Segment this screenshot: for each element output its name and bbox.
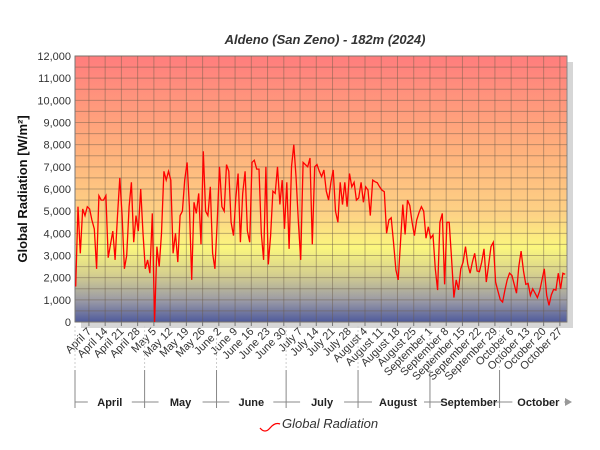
month-label: October: [517, 397, 560, 409]
month-label: May: [170, 397, 192, 409]
y-tick-label: 0: [65, 317, 71, 329]
y-tick-label: 10,000: [37, 95, 71, 107]
y-tick-label: 5,000: [43, 206, 71, 218]
chart-title: Aldeno (San Zeno) - 182m (2024): [224, 32, 426, 47]
y-tick-label: 1,000: [43, 295, 71, 307]
month-label: September: [440, 397, 498, 409]
month-label: April: [97, 397, 122, 409]
legend-label-global-radiation: Global Radiation: [282, 416, 378, 431]
y-tick-label: 8,000: [43, 140, 71, 152]
legend[interactable]: Global Radiation: [259, 416, 378, 432]
series-line-global-radiation: [75, 144, 566, 323]
y-tick-label: 3,000: [43, 251, 71, 263]
y-tick-label: 9,000: [43, 118, 71, 130]
y-tick-label: 11,000: [38, 73, 71, 85]
y-axis-label: Global Radiation [W/m²]: [15, 115, 30, 262]
month-label: July: [311, 397, 334, 409]
legend-swatch-global-radiation: [259, 422, 281, 432]
month-label: August: [379, 397, 417, 409]
y-tick-label: 4,000: [43, 228, 71, 240]
plot-area: [74, 55, 568, 323]
y-tick-label: 12,000: [37, 51, 71, 63]
y-tick-label: 6,000: [43, 184, 71, 196]
axis-arrow-icon: [565, 398, 572, 406]
y-axis: 0 1,000 2,000 3,000 4,000 5,000 6,000 7,000 8,00…: [37, 51, 76, 329]
y-tick-label: 2,000: [43, 273, 71, 285]
y-tick-label: 7,000: [43, 162, 71, 174]
month-axis: April May June July August September October: [74, 326, 572, 409]
month-label: June: [238, 397, 264, 409]
